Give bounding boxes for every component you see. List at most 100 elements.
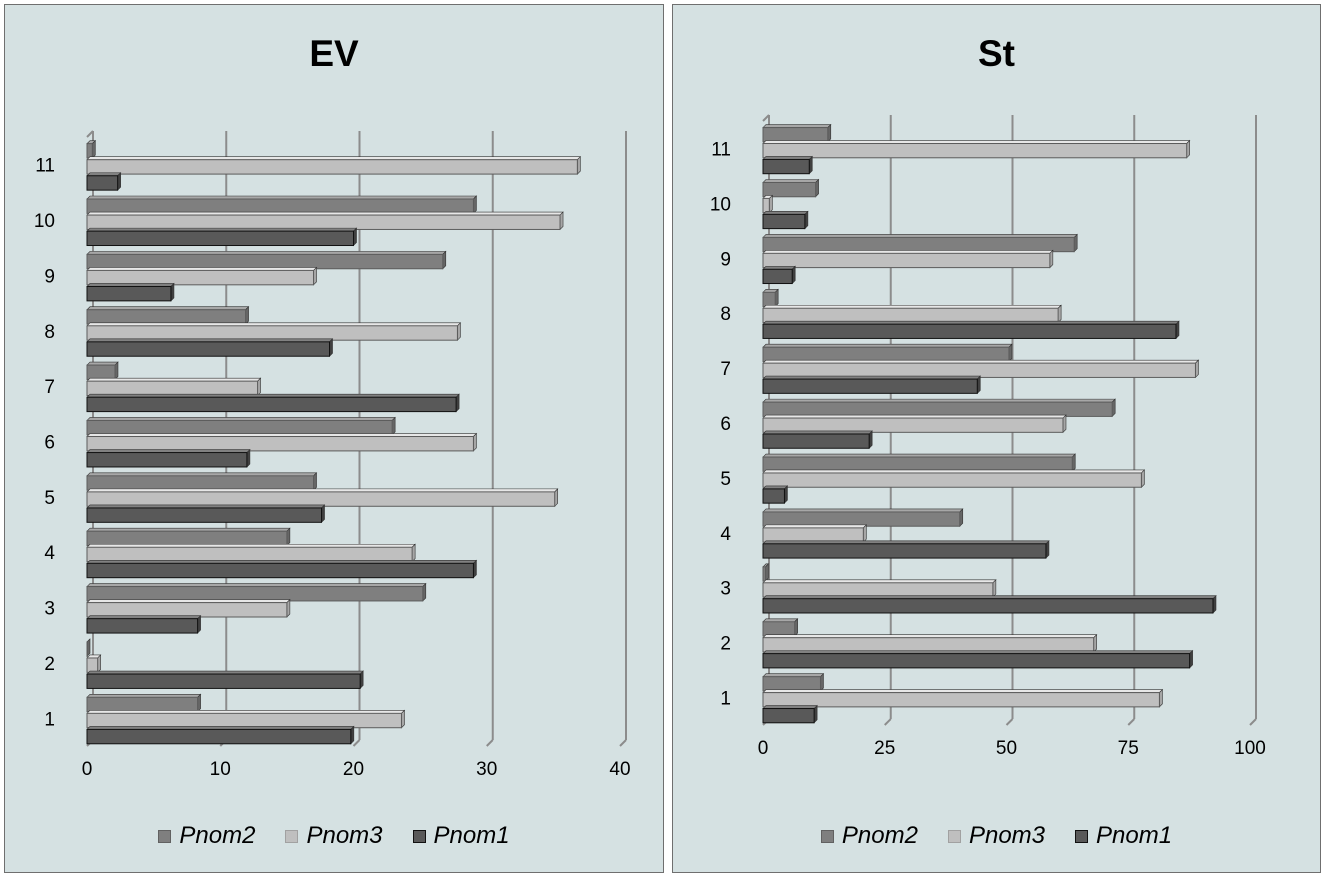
bar-pnom1	[762, 704, 818, 724]
bar-pnom1	[762, 155, 813, 175]
bar-pnom2	[86, 361, 119, 381]
x-tick-label: 40	[609, 759, 630, 780]
y-tick-label: 6	[44, 433, 55, 454]
bar-pnom3	[762, 139, 1191, 159]
y-tick-label: 4	[44, 543, 55, 564]
legend-item-pnom3: Pnom3	[947, 822, 1045, 850]
bar-pnom1	[86, 448, 251, 468]
bar-pnom1	[762, 649, 1194, 669]
bar-pnom3	[86, 322, 462, 341]
bar-pnom3	[86, 709, 406, 729]
legend-item-pnom3: Pnom3	[285, 822, 383, 850]
gridline-foot	[1005, 718, 1014, 726]
bar-pnom2	[86, 306, 250, 325]
gridline-foot	[884, 718, 892, 726]
y-tick-label: 11	[711, 139, 731, 160]
bar-pnom2	[86, 582, 427, 602]
bar-pnom2	[86, 195, 478, 215]
x-tick-label: 75	[1118, 738, 1139, 759]
y-tick-label: 4	[720, 524, 731, 545]
bar-pnom3	[762, 304, 1062, 324]
gridline-foot	[1127, 718, 1135, 726]
legend-swatch	[947, 829, 961, 843]
bar-pnom2	[86, 693, 202, 713]
y-tick-label: 1	[720, 689, 731, 710]
y-tick-label: 7	[720, 359, 731, 380]
bar-pnom3	[86, 155, 582, 175]
y-tick-label: 3	[720, 579, 731, 600]
legend-swatch	[1075, 829, 1089, 843]
bar-pnom2	[762, 343, 1013, 363]
y-tick-label: 10	[710, 194, 731, 215]
bar-pnom2	[762, 288, 779, 308]
bar-pnom2	[86, 250, 447, 270]
chart-legend: Pnom2 Pnom3 Pnom1	[5, 822, 663, 850]
legend-swatch	[285, 829, 299, 843]
y-tick-label: 2	[44, 654, 55, 675]
y-tick-label: 7	[44, 377, 55, 398]
legend-label: Pnom2	[179, 822, 256, 849]
bar-pnom2	[762, 618, 799, 637]
chart-title: St	[978, 33, 1015, 74]
bar-pnom3	[86, 377, 262, 397]
legend-swatch	[820, 829, 834, 843]
bar-pnom2	[762, 233, 1078, 253]
bar-pnom1	[762, 430, 873, 449]
y-tick-label: 1	[44, 709, 55, 730]
legend-swatch	[412, 829, 426, 843]
bar-pnom1	[86, 670, 364, 690]
gridline-foot	[1249, 718, 1257, 726]
bar-pnom3	[762, 579, 997, 598]
legend-item-pnom1: Pnom1	[1075, 822, 1172, 850]
x-tick-label: 0	[758, 738, 769, 759]
legend-swatch	[158, 829, 172, 843]
bar-pnom1	[762, 375, 982, 395]
bar-pnom3	[86, 654, 102, 674]
bar-pnom1	[86, 559, 478, 579]
x-tick-label: 50	[996, 738, 1017, 759]
y-tick-label: 10	[34, 211, 55, 232]
legend-item-pnom1: Pnom1	[412, 822, 510, 850]
bar-pnom1	[86, 227, 358, 247]
x-tick-label: 30	[476, 759, 497, 780]
bar-pnom2	[762, 178, 820, 198]
bar-pnom2	[86, 472, 318, 491]
bar-pnom3	[86, 488, 559, 507]
y-tick-label: 8	[44, 322, 55, 343]
y-tick-label: 2	[720, 634, 731, 655]
bar-pnom3	[86, 211, 564, 231]
gridline-foot	[619, 739, 627, 747]
bar-pnom1	[762, 485, 789, 504]
bar-pnom2	[762, 453, 1076, 473]
chart-panel-st: St 0 25 50 75 100 1 2 3 4 5 6 7 8 9 10 11 Pnom2 Pnom3 Pno…	[672, 4, 1321, 873]
bar-pnom1	[762, 594, 1217, 614]
bar-pnom2	[762, 508, 964, 527]
y-tick-label: 11	[35, 156, 55, 177]
bar-pnom1	[86, 614, 202, 634]
bar-pnom3	[762, 194, 774, 214]
bar-pnom1	[86, 338, 334, 357]
bar-pnom2	[86, 416, 396, 436]
legend-label: Pnom3	[306, 822, 383, 849]
legend-label: Pnom1	[433, 822, 510, 849]
bar-pnom3	[86, 598, 291, 618]
bar-pnom1	[86, 725, 355, 745]
y-tick-label: 5	[44, 488, 55, 509]
x-tick-label: 25	[874, 738, 895, 759]
bar-pnom1	[86, 393, 460, 413]
bar-pnom3	[762, 249, 1054, 269]
bar-pnom3	[86, 543, 416, 563]
x-tick-label: 0	[82, 759, 93, 780]
bar-pnom2	[86, 139, 97, 159]
x-tick-label: 100	[1234, 738, 1266, 759]
bar-pnom2	[762, 398, 1116, 418]
x-tick-label: 10	[210, 759, 231, 780]
y-tick-label: 6	[720, 414, 731, 435]
axis-wall-corner	[86, 130, 94, 138]
bar-pnom2	[762, 123, 832, 143]
bar-pnom1	[762, 265, 796, 285]
bar-pnom3	[762, 633, 1098, 653]
chart-plot-st: 0 25 50 75 100 1 2 3 4 5 6 7 8 9 10 11	[710, 114, 1266, 759]
x-tick-label: 20	[343, 759, 364, 780]
y-tick-label: 3	[44, 599, 55, 620]
